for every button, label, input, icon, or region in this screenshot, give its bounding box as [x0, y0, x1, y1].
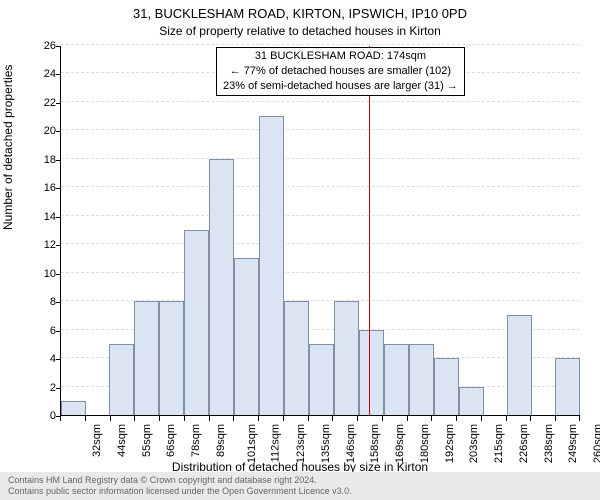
x-tick-mark: [456, 416, 457, 421]
x-tick-label: 203sqm: [469, 424, 481, 463]
histogram-bar: [159, 301, 184, 415]
y-tick-label: 12: [26, 239, 56, 251]
x-tick-mark: [332, 416, 333, 421]
x-tick-mark: [110, 416, 111, 421]
histogram-bar: [134, 301, 159, 415]
x-tick-mark: [134, 416, 135, 421]
annotation-line-2: ← 77% of detached houses are smaller (10…: [223, 64, 458, 79]
histogram-bar: [109, 344, 134, 415]
footer-line-1: Contains HM Land Registry data © Crown c…: [8, 475, 592, 486]
annotation-line-1: 31 BUCKLESHAM ROAD: 174sqm: [223, 49, 458, 64]
x-tick-label: 135sqm: [320, 424, 332, 463]
x-tick-label: 44sqm: [116, 424, 128, 457]
x-tick-mark: [530, 416, 531, 421]
x-tick-label: 112sqm: [270, 424, 282, 462]
x-tick-mark: [258, 416, 259, 421]
y-tick-label: 16: [26, 182, 56, 194]
histogram-bar: [384, 344, 409, 415]
y-tick-label: 2: [26, 382, 56, 394]
x-tick-mark: [308, 416, 309, 421]
x-tick-label: 180sqm: [419, 424, 431, 463]
y-tick-label: 0: [26, 410, 56, 422]
x-tick-label: 249sqm: [568, 424, 580, 463]
x-tick-mark: [506, 416, 507, 421]
x-tick-label: 32sqm: [91, 424, 103, 457]
footer-line-2: Contains public sector information licen…: [8, 486, 592, 497]
histogram-bar: [434, 358, 459, 415]
histogram-bar: [234, 258, 259, 415]
histogram-bar: [259, 116, 284, 415]
x-tick-label: 66sqm: [165, 424, 177, 457]
x-tick-label: 101sqm: [246, 424, 258, 463]
histogram-bar: [555, 358, 580, 415]
histogram-bar: [309, 344, 334, 415]
annotation-box: 31 BUCKLESHAM ROAD: 174sqm ← 77% of deta…: [216, 47, 465, 96]
x-tick-label: 215sqm: [493, 424, 505, 463]
x-tick-label: 55sqm: [141, 424, 153, 457]
histogram-bar: [409, 344, 434, 415]
histogram-bar: [459, 387, 484, 415]
x-tick-label: 169sqm: [394, 424, 406, 463]
x-tick-label: 78sqm: [190, 424, 202, 457]
footer: Contains HM Land Registry data © Crown c…: [0, 472, 600, 500]
histogram-bar: [334, 301, 359, 415]
x-tick-mark: [85, 416, 86, 421]
y-tick-label: 10: [26, 268, 56, 280]
x-tick-mark: [60, 416, 61, 421]
x-tick-mark: [184, 416, 185, 421]
x-tick-mark: [159, 416, 160, 421]
x-tick-label: 123sqm: [295, 424, 307, 463]
x-tick-mark: [481, 416, 482, 421]
x-tick-mark: [431, 416, 432, 421]
histogram-bar: [359, 330, 384, 415]
x-tick-mark: [209, 416, 210, 421]
x-tick-mark: [382, 416, 383, 421]
y-tick-label: 4: [26, 353, 56, 365]
reference-line: [369, 46, 370, 415]
x-tick-label: 260sqm: [592, 424, 600, 463]
x-tick-mark: [579, 416, 580, 421]
x-tick-mark: [555, 416, 556, 421]
x-tick-mark: [357, 416, 358, 421]
x-tick-label: 238sqm: [543, 424, 555, 463]
chart-title: 31, BUCKLESHAM ROAD, KIRTON, IPSWICH, IP…: [0, 6, 600, 21]
y-tick-label: 18: [26, 154, 56, 166]
x-tick-mark: [233, 416, 234, 421]
histogram-bar: [209, 159, 234, 415]
y-tick-label: 20: [26, 125, 56, 137]
histogram-bar: [284, 301, 309, 415]
x-tick-label: 146sqm: [345, 424, 357, 463]
x-tick-label: 226sqm: [518, 424, 530, 463]
histogram-bars: [61, 46, 580, 415]
y-tick-label: 8: [26, 296, 56, 308]
gridline: [61, 44, 580, 45]
histogram-bar: [184, 230, 209, 415]
y-tick-label: 26: [26, 40, 56, 52]
annotation-line-3: 23% of semi-detached houses are larger (…: [223, 79, 458, 94]
x-tick-label: 192sqm: [444, 424, 456, 463]
y-tick-label: 24: [26, 68, 56, 80]
x-tick-mark: [283, 416, 284, 421]
y-tick-label: 22: [26, 97, 56, 109]
chart-subtitle: Size of property relative to detached ho…: [0, 24, 600, 38]
histogram-bar: [61, 401, 86, 415]
y-axis-ticks: 02468101214161820222426: [0, 46, 60, 416]
x-tick-label: 89sqm: [215, 424, 227, 457]
y-tick-label: 6: [26, 325, 56, 337]
plot-area: [60, 46, 580, 416]
x-tick-mark: [407, 416, 408, 421]
chart-container: 31, BUCKLESHAM ROAD, KIRTON, IPSWICH, IP…: [0, 0, 600, 500]
y-tick-label: 14: [26, 211, 56, 223]
x-tick-label: 158sqm: [370, 424, 382, 463]
histogram-bar: [507, 315, 532, 415]
